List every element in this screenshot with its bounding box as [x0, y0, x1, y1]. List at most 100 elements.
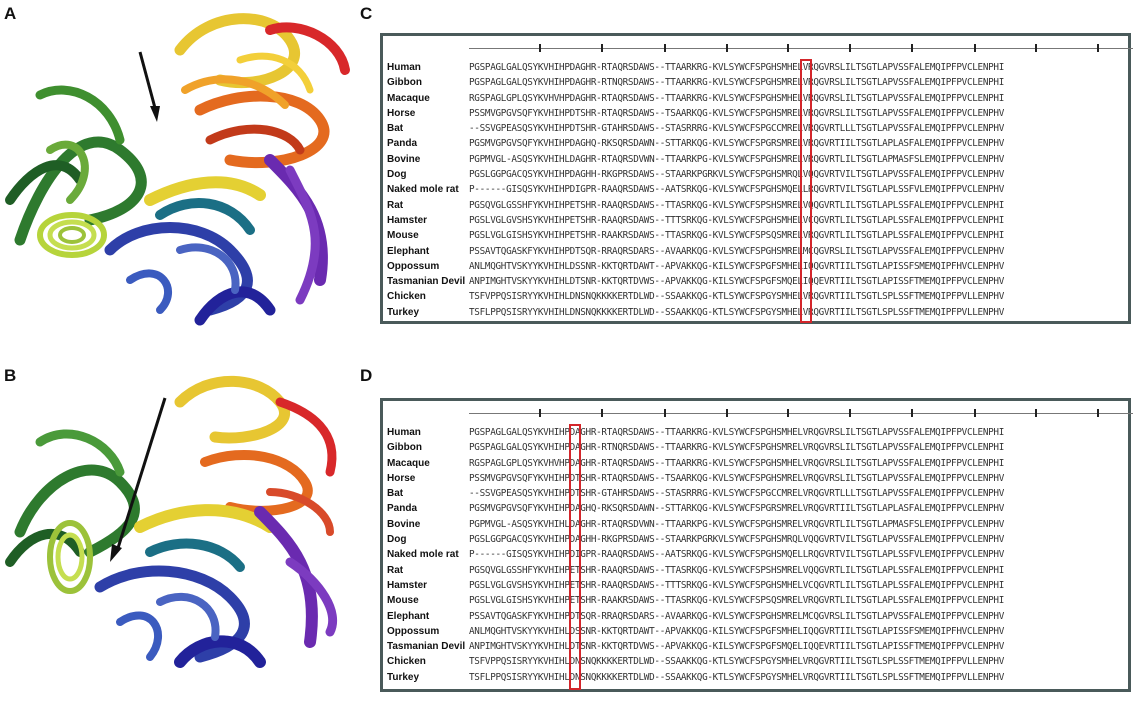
species-name: Dog: [387, 169, 407, 181]
sequence-text: PGSMVGPGVSQFYKVHIHPDAGHQ-RKSQRSDAWN--STT…: [469, 503, 1005, 515]
sequence-text: TSFLPPQSISRYYKVHIHLDNSNQKKKKERTDLWD--SSA…: [469, 306, 1005, 318]
species-name: Chicken: [387, 656, 426, 668]
alignment-rows: Human PGSPAGLGALQSYKVHIHPDAGHR-RTAQRSDAWS…: [387, 60, 1004, 320]
sequence-text: PGSPAGLGALQSYKVHIHPDAGHR-RTNQRSDAWS--TTA…: [469, 77, 1005, 89]
sequence-text: PGSLGGPGACQSYKVHIHPDAGHH-RKGPRSDAWS--STA…: [469, 169, 1005, 181]
alignment-row: Rat PGSQVGLGSSHFYKVHIHPETSHR-RAAQRSDAWS--…: [387, 198, 1004, 213]
alignment-row: Tasmanian Devil ANPIMGHTVSKYYKVHIHLDTSNR-…: [387, 639, 1004, 654]
highlight-column-h: [569, 424, 581, 690]
alignment-row: Bovine PGPMVGL-ASQSYKVHIHLDAGHR-RTAQRSDVW…: [387, 517, 1004, 532]
alignment-row: Human PGSPAGLGALQSYKVHIHPDAGHR-RTAQRSDAWS…: [387, 60, 1004, 75]
species-name: Elephant: [387, 610, 430, 622]
alignment-row: Turkey TSFLPPQSISRYYKVHIHLDNSNQKKKKERTDLW…: [387, 305, 1004, 320]
species-name: Panda: [387, 503, 418, 515]
sequence-text: --SSVGPEASQSYKVHIHPDTSHR-GTAHRSDAWS--STA…: [469, 123, 1005, 135]
sequence-text: TSFVPPQSISRYYKVHIHLDNSNQKKKKERTDLWD--SSA…: [469, 656, 1005, 668]
sequence-text: PGSMVGPGVSQFYKVHIHPDAGHQ-RKSQRSDAWN--STT…: [469, 138, 1005, 150]
alignment-row: Bovine PGPMVGL-ASQSYKVHIHLDAGHR-RTAQRSDVW…: [387, 152, 1004, 167]
alignment-ruler: [469, 44, 1133, 52]
sequence-text: TSFLPPQSISRYYKVHIHLDNSNQKKKKERTDLWD--SSA…: [469, 671, 1005, 683]
alignment-row: Macaque RGSPAGLGPLQSYKVHVHPDAGHR-RTAQRSDA…: [387, 456, 1004, 471]
alignment-row: Human PGSPAGLGALQSYKVHIHPDAGHR-RTAQRSDAWS…: [387, 425, 1004, 440]
alignment-row: Hamster PGSLVGLGVSHSYKVHIHPETSHR-RAAQRSDA…: [387, 578, 1004, 593]
sequence-text: TSFVPPQSISRYYKVHIHLDNSNQKKKKERTDLWD--SSA…: [469, 291, 1005, 303]
species-name: Horse: [387, 107, 416, 119]
sequence-text: ANLMQGHTVSKYYKVHIHLDSSNR-KKTQRTDAWT--APV…: [469, 625, 1005, 637]
sequence-text: RGSPAGLGPLQSYKVHVHPDAGHR-RTAQRSDAWS--TTA…: [469, 92, 1005, 104]
species-name: Rat: [387, 199, 404, 211]
alignment-row: Naked mole rat P------GISQSYKVHIHPDIGPR-R…: [387, 547, 1004, 562]
protein-structure-image-a: [5, 13, 350, 326]
sequence-text: PGSLGGPGACQSYKVHIHPDAGHH-RKGPRSDAWS--STA…: [469, 534, 1005, 546]
species-name: Dog: [387, 534, 407, 546]
sequence-text: RGSPAGLGPLQSYKVHVHPDAGHR-RTAQRSDAWS--TTA…: [469, 457, 1005, 469]
species-name: Bovine: [387, 153, 421, 165]
sequence-text: ANLMQGHTVSKYYKVHIHLDSSNR-KKTQRTDAWT--APV…: [469, 260, 1005, 272]
species-name: Oppossum: [387, 260, 440, 272]
alignment-row: Chicken TSFVPPQSISRYYKVHIHLDNSNQKKKKERTDL…: [387, 654, 1004, 669]
alignment-row: Gibbon PGSPAGLGALQSYKVHIHPDAGHR-RTNQRSDAW…: [387, 440, 1004, 455]
alignment-row: Rat PGSQVGLGSSHFYKVHIHPETSHR-RAAQRSDAWS--…: [387, 563, 1004, 578]
sequence-text: P------GISQSYKVHIHPDIGPR-RAAQRSDAWS--AAT…: [469, 184, 1005, 196]
sequence-text: --SSVGPEASQSYKVHIHPDTSHR-GTAHRSDAWS--STA…: [469, 488, 1005, 500]
species-name: Gibbon: [387, 77, 422, 89]
alignment-row: Elephant PSSAVTQGASKFYKVHIHPDTSQR-RRAQRSD…: [387, 244, 1004, 259]
species-name: Hamster: [387, 579, 428, 591]
species-name: Rat: [387, 564, 404, 576]
sequence-text: PGSLVGLGISHSYKVHIHPETSHR-RAAKRSDAWS--TTA…: [469, 230, 1005, 242]
species-name: Turkey: [387, 671, 420, 683]
highlight-column-w: [800, 59, 812, 323]
sequence-text: PGSPAGLGALQSYKVHIHPDAGHR-RTAQRSDAWS--TTA…: [469, 62, 1005, 73]
alignment-row: Bat --SSVGPEASQSYKVHIHPDTSHR-GTAHRSDAWS--…: [387, 121, 1004, 136]
alignment-row: Macaque RGSPAGLGPLQSYKVHVHPDAGHR-RTAQRSDA…: [387, 91, 1004, 106]
species-name: Human: [387, 62, 421, 73]
alignment-row: Oppossum ANLMQGHTVSKYYKVHIHLDSSNR-KKTQRTD…: [387, 259, 1004, 274]
alignment-row: Panda PGSMVGPGVSQFYKVHIHPDAGHQ-RKSQRSDAWN…: [387, 136, 1004, 151]
alignment-row: Hamster PGSLVGLGVSHSYKVHIHPETSHR-RAAQRSDA…: [387, 213, 1004, 228]
species-name: Panda: [387, 138, 418, 150]
species-name: Human: [387, 427, 421, 438]
panel-label-b: B: [4, 366, 17, 385]
sequence-text: PSSMVGPGVSQFYKVHIHPDTSHR-RTAQRSDAWS--TSA…: [469, 472, 1005, 484]
alignment-row: Mouse PGSLVGLGISHSYKVHIHPETSHR-RAAKRSDAWS…: [387, 593, 1004, 608]
alignment-row: Elephant PSSAVTQGASKFYKVHIHPDTSQR-RRAQRSD…: [387, 609, 1004, 624]
species-name: Tasmanian Devil: [387, 276, 466, 288]
sequence-text: ANPIMGHTVSKYYKVHIHLDTSNR-KKTQRTDVWS--APV…: [469, 641, 1005, 653]
sequence-text: PGPMVGL-ASQSYKVHIHLDAGHR-RTAQRSDVWN--TTA…: [469, 518, 1005, 530]
sequence-text: PGSLVGLGVSHSYKVHIHPETSHR-RAAQRSDAWS--TTT…: [469, 579, 1005, 591]
sequence-text: PGSLVGLGISHSYKVHIHPETSHR-RAAKRSDAWS--TTA…: [469, 595, 1005, 607]
species-name: Horse: [387, 472, 416, 484]
species-name: Gibbon: [387, 442, 422, 454]
sequence-text: PGSQVGLGSSHFYKVHIHPETSHR-RAAQRSDAWS--TTA…: [469, 564, 1005, 576]
species-name: Macaque: [387, 457, 430, 469]
species-name: Mouse: [387, 230, 419, 242]
species-name: Elephant: [387, 245, 430, 257]
panel-label-c: C: [360, 4, 373, 23]
species-name: Hamster: [387, 214, 428, 226]
species-name: Bat: [387, 488, 404, 500]
alignment-row: Dog PGSLGGPGACQSYKVHIHPDAGHH-RKGPRSDAWS--…: [387, 532, 1004, 547]
alignment-row: Chicken TSFVPPQSISRYYKVHIHLDNSNQKKKKERTDL…: [387, 289, 1004, 304]
alignment-row: Dog PGSLGGPGACQSYKVHIHPDAGHH-RKGPRSDAWS--…: [387, 167, 1004, 182]
sequence-text: PGSLVGLGVSHSYKVHIHPETSHR-RAAQRSDAWS--TTT…: [469, 214, 1005, 226]
sequence-alignment-c: Human PGSPAGLGALQSYKVHIHPDAGHR-RTAQRSDAWS…: [380, 33, 1133, 324]
protein-structure-image-b: [5, 375, 338, 668]
sequence-text: PSSAVTQGASKFYKVHIHPDTSQR-RRAQRSDARS--AVA…: [469, 610, 1005, 622]
species-name: Bat: [387, 123, 404, 135]
sequence-text: PGSPAGLGALQSYKVHIHPDAGHR-RTNQRSDAWS--TTA…: [469, 442, 1005, 454]
species-name: Macaque: [387, 92, 430, 104]
alignment-row: Panda PGSMVGPGVSQFYKVHIHPDAGHQ-RKSQRSDAWN…: [387, 501, 1004, 516]
alignment-ruler: [469, 409, 1133, 417]
species-name: Tasmanian Devil: [387, 641, 466, 653]
species-name: Bovine: [387, 518, 421, 530]
sequence-text: P------GISQSYKVHIHPDIGPR-RAAQRSDAWS--AAT…: [469, 549, 1005, 561]
sequence-text: PGPMVGL-ASQSYKVHIHLDAGHR-RTAQRSDVWN--TTA…: [469, 153, 1005, 165]
alignment-row: Horse PSSMVGPGVSQFYKVHIHPDTSHR-RTAQRSDAWS…: [387, 471, 1004, 486]
species-name: Turkey: [387, 306, 420, 318]
alignment-row: Naked mole rat P------GISQSYKVHIHPDIGPR-R…: [387, 182, 1004, 197]
sequence-text: PGSPAGLGALQSYKVHIHPDAGHR-RTAQRSDAWS--TTA…: [469, 427, 1005, 438]
alignment-row: Oppossum ANLMQGHTVSKYYKVHIHLDSSNR-KKTQRTD…: [387, 624, 1004, 639]
species-name: Naked mole rat: [387, 184, 459, 196]
alignment-rows: Human PGSPAGLGALQSYKVHIHPDAGHR-RTAQRSDAWS…: [387, 425, 1004, 685]
alignment-row: Tasmanian Devil ANPIMGHTVSKYYKVHIHLDTSNR-…: [387, 274, 1004, 289]
